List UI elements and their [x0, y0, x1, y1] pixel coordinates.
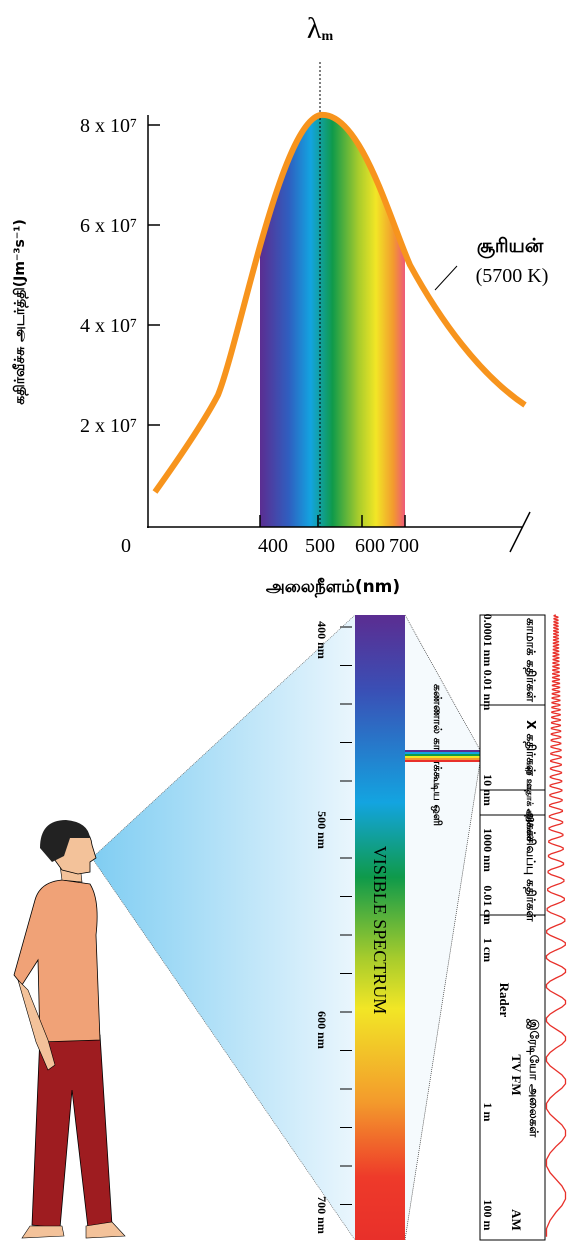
region-label: காமாக் கதிர்கள்	[523, 618, 538, 702]
em-table	[479, 614, 546, 1241]
wavelength-label: 0.0001 nm	[481, 614, 495, 667]
wavelength-label: 1000 nm	[481, 828, 495, 872]
region-label: அகச்சிவப்பு கதிர்கள்	[523, 809, 538, 922]
radio-band: AM	[509, 1209, 524, 1231]
x-tick-label: 700	[389, 535, 419, 557]
view-cone	[92, 615, 355, 1240]
visible-title: VISIBLE SPECTRUM	[370, 846, 390, 1015]
wavelength-label: 1 cm	[481, 938, 495, 962]
label-pointer	[434, 265, 458, 291]
wavelength-label: 1 m	[481, 1103, 495, 1122]
region-label: புற ஊதாக் கதிர்கள்	[524, 763, 535, 842]
y-axis-label: கதிர்வீச்சு அடர்த்தி(Jm⁻³s⁻¹)	[12, 219, 29, 404]
curve-name: சூரியன்	[477, 235, 544, 259]
radio-band: Rader	[497, 983, 512, 1018]
wavelength-label: 0.01 nm	[481, 670, 495, 711]
x-tick-label: 400	[258, 535, 288, 557]
y-tick-label: 2 x 10⁷	[80, 415, 137, 437]
visible-bar	[355, 615, 405, 1240]
wavelength-label: 10 nm	[481, 774, 495, 806]
wave	[545, 614, 567, 1237]
peak-label: λm	[307, 12, 334, 45]
zoom-line	[404, 614, 481, 751]
zoom-line	[404, 761, 481, 1241]
visible-fill	[260, 114, 405, 527]
y-tick-label: 4 x 10⁷	[80, 315, 137, 337]
wavelength-label: 100 m	[481, 1200, 495, 1231]
x-tick-label: 500	[305, 535, 335, 557]
zoom-fan	[405, 615, 480, 1240]
curve-temp: (5700 K)	[476, 265, 549, 287]
x-tick-label: 600	[355, 535, 385, 557]
axis-break	[509, 511, 531, 553]
region-label: இரேடியோ அலைகள்	[526, 1018, 541, 1138]
band-stripe	[405, 750, 480, 762]
peak-subscript: m	[321, 29, 333, 44]
x-axis-label: அலைநீளம்(nm)	[266, 577, 400, 597]
region-label: X கதிர்கள்	[523, 720, 538, 776]
radio-band: TV FM	[509, 1054, 524, 1095]
visible-mark: 500 nm	[315, 811, 329, 849]
peak-symbol: λ	[307, 12, 322, 45]
y-tick-label: 8 x 10⁷	[80, 115, 137, 137]
cone-edge	[91, 614, 356, 859]
curve	[152, 111, 527, 494]
origin-label: 0	[121, 535, 131, 557]
cone-edge	[91, 857, 356, 1241]
person	[13, 820, 126, 1239]
visible-mark: 700 nm	[315, 1196, 329, 1234]
y-tick-label: 6 x 10⁷	[80, 215, 137, 237]
visible-mark: 600 nm	[315, 1011, 329, 1049]
wavelength-label: 0.01 cm	[481, 885, 495, 924]
visible-mark: 400 nm	[315, 621, 329, 659]
